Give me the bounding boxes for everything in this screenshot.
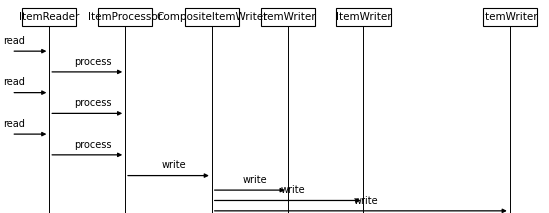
Text: ItemWriter: ItemWriter: [482, 12, 537, 22]
Text: ItemWriter: ItemWriter: [260, 12, 316, 22]
Text: read: read: [3, 36, 25, 46]
Text: CompositeItemWriter: CompositeItemWriter: [156, 12, 267, 22]
Text: write: write: [161, 160, 186, 170]
Text: ItemProcessor: ItemProcessor: [88, 12, 162, 22]
Text: write: write: [354, 196, 378, 206]
FancyBboxPatch shape: [337, 8, 390, 26]
Text: ItemWriter: ItemWriter: [335, 12, 391, 22]
Text: write: write: [243, 175, 267, 185]
FancyBboxPatch shape: [184, 8, 239, 26]
Text: process: process: [74, 57, 111, 67]
Text: read: read: [3, 119, 25, 129]
Text: ItemReader: ItemReader: [19, 12, 80, 22]
Text: write: write: [281, 185, 305, 195]
Text: process: process: [74, 98, 111, 108]
FancyBboxPatch shape: [483, 8, 537, 26]
Text: read: read: [3, 78, 25, 88]
FancyBboxPatch shape: [98, 8, 152, 26]
Text: process: process: [74, 140, 111, 150]
FancyBboxPatch shape: [261, 8, 315, 26]
FancyBboxPatch shape: [22, 8, 76, 26]
